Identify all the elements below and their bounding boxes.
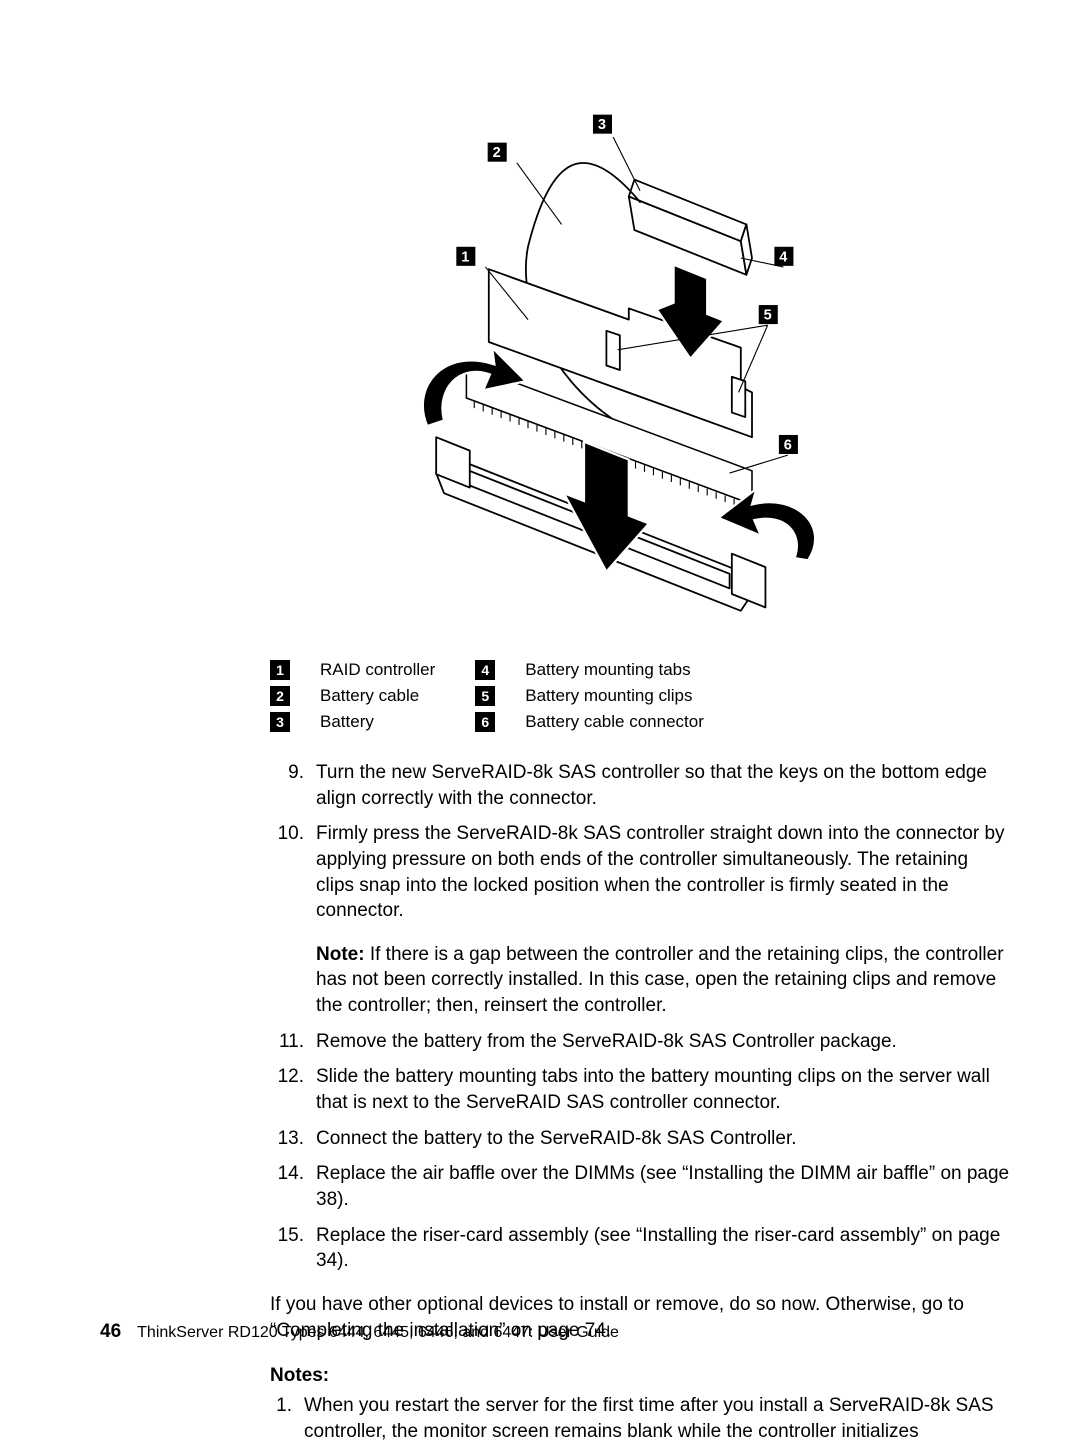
notes-text: When you restart the server for the firs… bbox=[304, 1393, 1010, 1444]
footer-title: ThinkServer RD120 Types 6444, 6445, 6446… bbox=[137, 1324, 619, 1342]
legend-item: 6 Battery cable connector bbox=[475, 712, 704, 732]
callout-5: 5 bbox=[764, 308, 772, 324]
legend-label: Battery cable connector bbox=[525, 712, 704, 732]
legend-item: 4 Battery mounting tabs bbox=[475, 660, 704, 680]
step-number: 12. bbox=[270, 1064, 304, 1115]
step-item: 14. Replace the air baffle over the DIMMs… bbox=[270, 1161, 1010, 1212]
step-item: 9.Turn the new ServeRAID-8k SAS controll… bbox=[270, 760, 1010, 811]
legend-label: Battery bbox=[320, 712, 374, 732]
page-footer: 46 ThinkServer RD120 Types 6444, 6445, 6… bbox=[100, 1321, 619, 1343]
notes-item: 1.When you restart the server for the fi… bbox=[270, 1393, 1010, 1444]
note-label: Note: bbox=[316, 944, 370, 965]
step-number: 11. bbox=[270, 1029, 304, 1055]
step-text: Replace the air baffle over the DIMMs (s… bbox=[316, 1161, 1010, 1212]
callout-1: 1 bbox=[461, 249, 469, 265]
step-list: 9.Turn the new ServeRAID-8k SAS controll… bbox=[270, 760, 1010, 1274]
step-text: Firmly press the ServeRAID-8k SAS contro… bbox=[316, 821, 1010, 1018]
manual-page: 1 2 3 4 5 6 1 RAID controller 2 Battery ca… bbox=[0, 0, 1080, 1397]
step-text: Turn the new ServeRAID-8k SAS controller… bbox=[316, 760, 1010, 811]
step-item: 15. Replace the riser-card assembly (see … bbox=[270, 1223, 1010, 1274]
step-number: 9. bbox=[270, 760, 304, 811]
step-number: 13. bbox=[270, 1126, 304, 1152]
legend-label: Battery cable bbox=[320, 686, 419, 706]
legend-left-column: 1 RAID controller 2 Battery cable 3 Battery bbox=[270, 660, 435, 732]
step-number: 15. bbox=[270, 1223, 304, 1274]
step-item: 10. Firmly press the ServeRAID-8k SAS con… bbox=[270, 821, 1010, 1018]
page-number: 46 bbox=[100, 1321, 121, 1343]
note-text: If there is a gap between the controller… bbox=[316, 944, 1004, 1016]
content-column: 1 2 3 4 5 6 1 RAID controller 2 Battery ca… bbox=[270, 90, 1010, 1444]
legend-item: 3 Battery bbox=[270, 712, 435, 732]
notes-list: 1.When you restart the server for the fi… bbox=[270, 1393, 1010, 1444]
legend-label: RAID controller bbox=[320, 660, 435, 680]
legend-item: 5 Battery mounting clips bbox=[475, 686, 704, 706]
legend-callout: 2 bbox=[270, 686, 290, 706]
step-number: 10. bbox=[270, 821, 304, 1018]
legend-callout: 6 bbox=[475, 712, 495, 732]
callout-4: 4 bbox=[779, 249, 788, 265]
legend-callout: 5 bbox=[475, 686, 495, 706]
legend-item: 2 Battery cable bbox=[270, 686, 435, 706]
assembly-diagram: 1 2 3 4 5 6 bbox=[390, 90, 890, 650]
step-text: Remove the battery from the ServeRAID-8k… bbox=[316, 1029, 1010, 1055]
diagram-legend: 1 RAID controller 2 Battery cable 3 Battery… bbox=[270, 660, 1010, 732]
diagram-container: 1 2 3 4 5 6 bbox=[270, 90, 1010, 650]
callout-2: 2 bbox=[493, 145, 501, 161]
legend-item: 1 RAID controller bbox=[270, 660, 435, 680]
step-text: Replace the riser-card assembly (see “In… bbox=[316, 1223, 1010, 1274]
legend-label: Battery mounting clips bbox=[525, 686, 692, 706]
step-text: Slide the battery mounting tabs into the… bbox=[316, 1064, 1010, 1115]
legend-callout: 1 bbox=[270, 660, 290, 680]
step-item: 12. Slide the battery mounting tabs into … bbox=[270, 1064, 1010, 1115]
callout-3: 3 bbox=[598, 117, 606, 133]
step-text: Connect the battery to the ServeRAID-8k … bbox=[316, 1126, 1010, 1152]
notes-heading: Notes: bbox=[270, 1365, 1010, 1387]
step-main-text: Firmly press the ServeRAID-8k SAS contro… bbox=[316, 823, 1005, 921]
legend-label: Battery mounting tabs bbox=[525, 660, 690, 680]
notes-number: 1. bbox=[270, 1393, 292, 1444]
callout-6: 6 bbox=[784, 438, 792, 454]
step-number: 14. bbox=[270, 1161, 304, 1212]
step-item: 11. Remove the battery from the ServeRAID… bbox=[270, 1029, 1010, 1055]
legend-callout: 3 bbox=[270, 712, 290, 732]
inline-note: Note: If there is a gap between the cont… bbox=[316, 942, 1010, 1019]
step-item: 13. Connect the battery to the ServeRAID-… bbox=[270, 1126, 1010, 1152]
legend-callout: 4 bbox=[475, 660, 495, 680]
legend-right-column: 4 Battery mounting tabs 5 Battery mounting… bbox=[475, 660, 704, 732]
